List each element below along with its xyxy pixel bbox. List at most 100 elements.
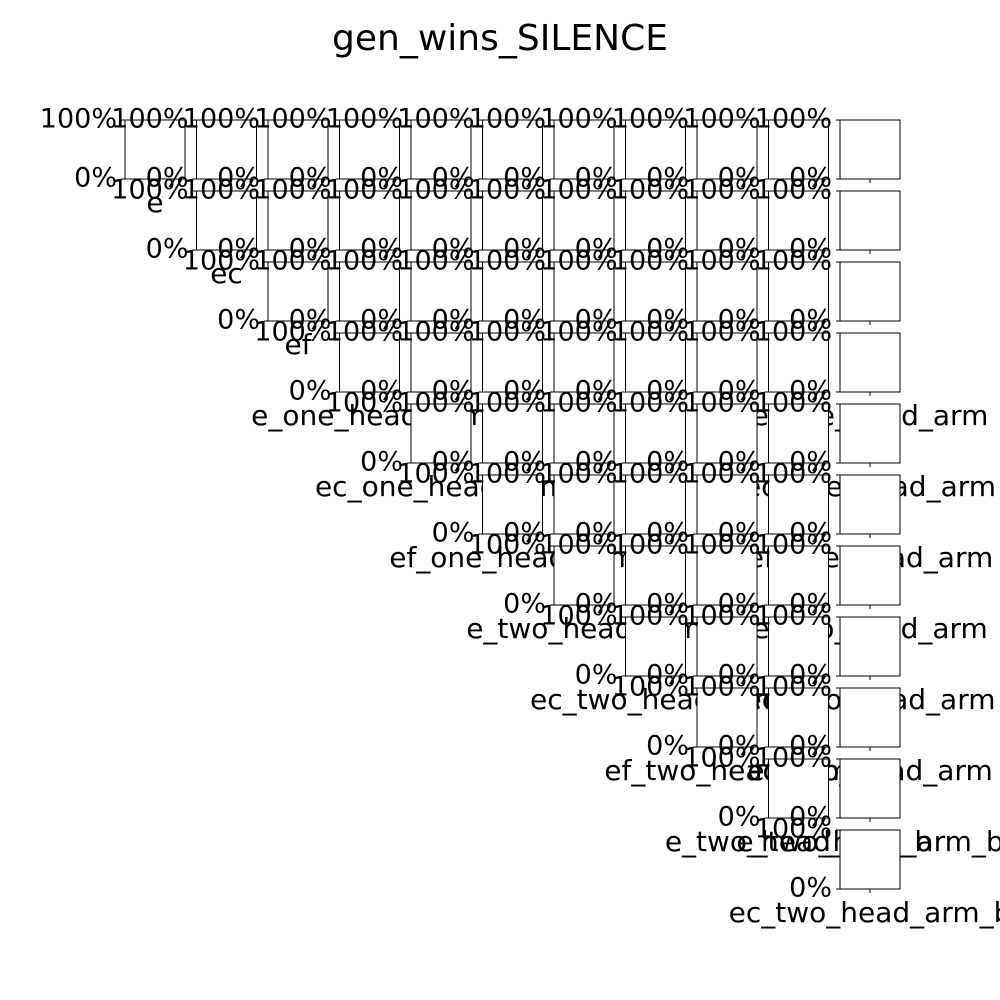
y-tick-label: 0% <box>217 234 260 265</box>
y-tick-label: 100% <box>683 530 760 561</box>
y-tick-label: 0% <box>432 518 475 549</box>
y-tick-label: 0% <box>503 376 546 407</box>
y-tick-label: 0% <box>432 376 475 407</box>
y-tick-label: 0% <box>575 305 618 336</box>
y-tick-label: 0% <box>718 731 761 762</box>
subplot-axes <box>267 261 329 322</box>
subplot-axes <box>410 332 472 393</box>
y-tick-label: 0% <box>289 376 332 407</box>
y-tick-label: 0% <box>718 163 761 194</box>
y-tick-label: 0% <box>503 305 546 336</box>
y-tick-label: 100% <box>612 530 689 561</box>
x-axis-label: ec_two_head_arm_b <box>729 896 1000 929</box>
y-tick-label: 0% <box>360 234 403 265</box>
y-tick-label: 0% <box>646 234 689 265</box>
y-tick-label: 100% <box>469 388 546 419</box>
y-tick-label: 0% <box>360 305 403 336</box>
subplot-axes <box>696 474 758 535</box>
figure-title: gen_wins_SILENCE <box>332 18 668 59</box>
y-tick-label: 0% <box>789 376 832 407</box>
y-tick-label: 100% <box>469 104 546 135</box>
subplot-axes <box>768 190 829 251</box>
y-tick-label: 0% <box>646 589 689 620</box>
x-axis-label: ef <box>284 328 312 361</box>
subplot-axes <box>839 332 901 393</box>
y-tick-label: 0% <box>503 589 546 620</box>
y-tick-label: 0% <box>789 305 832 336</box>
y-tick-label: 100% <box>326 388 403 419</box>
y-tick-label: 0% <box>432 305 475 336</box>
y-tick-label: 0% <box>718 234 761 265</box>
y-tick-label: 0% <box>575 518 618 549</box>
subplot-axes <box>768 545 829 606</box>
y-tick-label: 100% <box>755 601 832 632</box>
y-tick-label: 0% <box>646 305 689 336</box>
subplot-axes <box>482 474 543 535</box>
y-tick-label: 0% <box>575 163 618 194</box>
y-tick-label: 0% <box>360 376 403 407</box>
subplot-axes <box>839 545 901 606</box>
y-tick-label: 100% <box>755 530 832 561</box>
subplot-axes <box>625 403 686 464</box>
y-tick-label: 100% <box>469 317 546 348</box>
y-tick-label: 100% <box>683 388 760 419</box>
y-tick-label: 100% <box>397 459 474 490</box>
y-tick-label: 100% <box>540 246 617 277</box>
y-tick-label: 0% <box>432 447 475 478</box>
y-tick-label: 0% <box>503 234 546 265</box>
y-tick-label: 0% <box>503 518 546 549</box>
y-tick-label: 100% <box>540 104 617 135</box>
y-tick-label: 0% <box>503 163 546 194</box>
subplot-axes <box>696 119 758 180</box>
y-tick-label: 0% <box>146 234 189 265</box>
y-tick-label: 0% <box>575 660 618 691</box>
y-tick-label: 100% <box>540 601 617 632</box>
y-tick-label: 0% <box>146 163 189 194</box>
subplot-axes <box>339 119 400 180</box>
subplot-axes <box>482 119 543 180</box>
y-tick-label: 0% <box>789 589 832 620</box>
y-tick-label: 0% <box>646 447 689 478</box>
y-tick-label: 100% <box>540 459 617 490</box>
y-tick-label: 100% <box>612 175 689 206</box>
y-tick-label: 0% <box>789 802 832 833</box>
y-tick-label: 0% <box>789 447 832 478</box>
y-tick-label: 0% <box>789 873 832 904</box>
y-tick-label: 0% <box>360 447 403 478</box>
y-tick-label: 0% <box>718 518 761 549</box>
y-tick-label: 100% <box>755 104 832 135</box>
subplot-axes <box>625 119 686 180</box>
y-tick-label: 0% <box>575 447 618 478</box>
x-axis-label: ec <box>210 257 243 290</box>
y-tick-label: 0% <box>789 731 832 762</box>
y-tick-label: 100% <box>755 743 832 774</box>
y-tick-label: 0% <box>718 447 761 478</box>
y-tick-label: 0% <box>646 163 689 194</box>
y-tick-label: 100% <box>755 388 832 419</box>
y-tick-label: 100% <box>397 104 474 135</box>
subplot-axes <box>696 616 758 677</box>
subplot-axes <box>768 261 829 322</box>
subplot-axes <box>553 261 615 322</box>
subplot-axes <box>696 403 758 464</box>
y-tick-label: 100% <box>755 459 832 490</box>
subplot-axes <box>696 261 758 322</box>
subplot-axes <box>339 261 400 322</box>
subplot-axes <box>625 545 686 606</box>
subplot-axes <box>482 332 543 393</box>
y-tick-label: 100% <box>111 104 188 135</box>
y-tick-label: 0% <box>289 305 332 336</box>
y-tick-label: 0% <box>718 589 761 620</box>
y-tick-label: 0% <box>789 234 832 265</box>
subplot-axes <box>267 190 329 251</box>
subplot-axes <box>482 403 543 464</box>
subplot-axes <box>696 190 758 251</box>
subplot-axes <box>839 403 901 464</box>
subplot-axes <box>768 474 829 535</box>
subplot-axes <box>553 119 615 180</box>
subplot-axes <box>768 403 829 464</box>
subplot-axes <box>839 687 901 748</box>
y-tick-label: 100% <box>612 459 689 490</box>
y-tick-label: 100% <box>683 175 760 206</box>
